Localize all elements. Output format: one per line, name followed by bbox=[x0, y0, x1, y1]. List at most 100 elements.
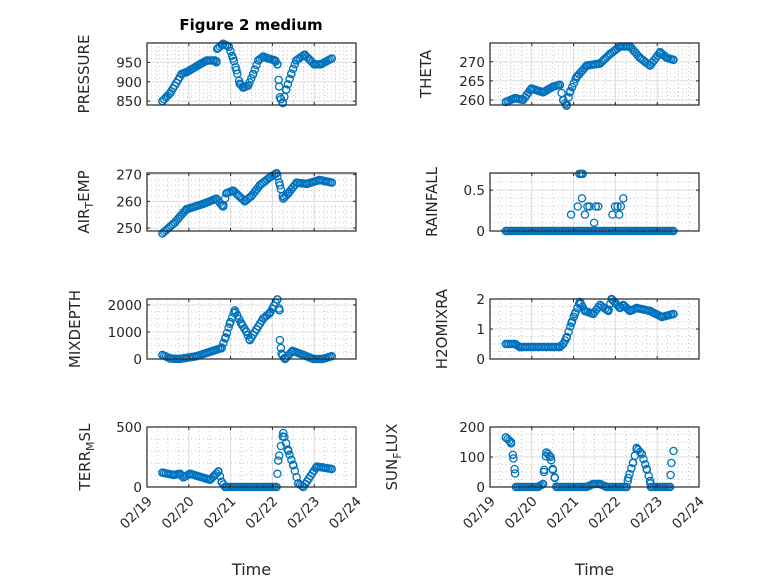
data-point bbox=[283, 80, 293, 89]
y-label-text: PRESSURE bbox=[75, 35, 93, 114]
axes-box bbox=[489, 42, 700, 106]
data-point bbox=[589, 218, 599, 228]
data-point bbox=[567, 318, 576, 328]
data-point bbox=[669, 309, 678, 319]
y-axis-label: SUNFLUX bbox=[383, 424, 404, 491]
y-label-subscript: F bbox=[391, 452, 404, 458]
data-point bbox=[222, 328, 232, 338]
data-point bbox=[595, 300, 605, 310]
data-point bbox=[255, 181, 265, 190]
data-point bbox=[302, 179, 311, 189]
axes-air-temp: 250 260 270 AIRTEMP bbox=[75, 168, 357, 238]
data-point bbox=[508, 450, 518, 460]
y-axis-label: H2OMIXRA bbox=[433, 288, 451, 369]
data-point bbox=[515, 342, 524, 352]
data-point bbox=[288, 346, 297, 356]
y-tick-label: 0 bbox=[133, 352, 142, 368]
data-point bbox=[669, 55, 678, 65]
data-point bbox=[202, 56, 212, 65]
data-point bbox=[538, 88, 548, 97]
data-point bbox=[312, 462, 321, 471]
axes-box bbox=[146, 42, 357, 106]
data-point bbox=[288, 64, 298, 74]
data-point bbox=[624, 473, 633, 483]
data-point bbox=[275, 335, 285, 345]
data-series-h2omixra bbox=[501, 294, 678, 352]
y-tick-label: 250 bbox=[116, 221, 142, 237]
data-point bbox=[509, 454, 518, 463]
data-point bbox=[566, 322, 575, 331]
axes-mixdepth: 0 1000 2000 MIXDEPTH bbox=[66, 290, 357, 368]
y-axis-label: PRESSURE bbox=[75, 35, 93, 114]
data-point bbox=[258, 52, 268, 61]
data-point bbox=[205, 475, 215, 485]
data-point bbox=[570, 309, 580, 319]
data-point bbox=[248, 69, 258, 79]
data-point bbox=[179, 473, 188, 482]
data-point bbox=[195, 60, 205, 69]
data-point bbox=[613, 202, 622, 211]
axes-pressure: 850 900 950 PRESSURE bbox=[75, 35, 357, 114]
data-point bbox=[224, 323, 233, 332]
data-point bbox=[247, 191, 256, 201]
y-label-subscript: M bbox=[84, 441, 97, 451]
y-axis-label: MIXDEPTH bbox=[66, 290, 84, 368]
data-point bbox=[278, 98, 288, 108]
y-label-text: SUN bbox=[383, 459, 401, 491]
data-point bbox=[667, 458, 676, 468]
data-point bbox=[580, 210, 590, 219]
data-point bbox=[252, 325, 261, 334]
y-tick-label: 900 bbox=[116, 75, 142, 91]
data-point bbox=[265, 173, 275, 182]
data-point bbox=[605, 49, 615, 59]
axes-box bbox=[489, 172, 700, 232]
data-point bbox=[279, 428, 288, 438]
figure-title: Figure 2 medium bbox=[179, 16, 322, 34]
data-point bbox=[546, 455, 556, 465]
data-point bbox=[632, 303, 641, 313]
data-point bbox=[198, 199, 208, 209]
data-point bbox=[315, 175, 324, 185]
data-point bbox=[208, 346, 218, 356]
axes-box bbox=[146, 426, 357, 488]
data-point bbox=[575, 297, 585, 307]
data-point bbox=[550, 473, 560, 483]
y-tick-label: 2 bbox=[476, 292, 485, 308]
data-point bbox=[228, 186, 238, 195]
y-tick-label: 270 bbox=[116, 168, 142, 184]
data-point bbox=[292, 178, 301, 187]
data-point bbox=[170, 218, 179, 227]
data-point bbox=[510, 464, 519, 474]
y-tick-label: 270 bbox=[459, 55, 485, 71]
x-axis-label: Time bbox=[231, 560, 271, 579]
plot-area bbox=[147, 299, 356, 359]
data-point bbox=[604, 306, 613, 316]
data-point bbox=[577, 194, 587, 203]
data-point bbox=[614, 210, 624, 219]
data-point bbox=[510, 93, 520, 103]
data-point bbox=[580, 306, 590, 316]
data-point bbox=[214, 467, 223, 476]
data-point bbox=[182, 205, 191, 214]
data-point bbox=[567, 83, 577, 92]
data-point bbox=[548, 464, 557, 474]
data-point bbox=[595, 59, 605, 68]
data-point bbox=[588, 309, 598, 319]
data-point bbox=[210, 56, 219, 65]
data-point bbox=[219, 338, 228, 348]
data-point bbox=[230, 306, 240, 315]
data-point bbox=[565, 88, 575, 97]
y-label-text: EMP bbox=[75, 170, 93, 201]
data-point bbox=[250, 65, 260, 74]
y-axis-label: THETA bbox=[417, 49, 435, 99]
data-point bbox=[625, 306, 635, 316]
data-point bbox=[285, 450, 294, 460]
data-point bbox=[635, 53, 645, 63]
data-point bbox=[215, 471, 225, 481]
data-point bbox=[245, 335, 255, 345]
data-point bbox=[546, 452, 555, 462]
data-point bbox=[506, 437, 516, 447]
y-tick-label: 2000 bbox=[108, 298, 142, 314]
data-point bbox=[625, 469, 634, 479]
